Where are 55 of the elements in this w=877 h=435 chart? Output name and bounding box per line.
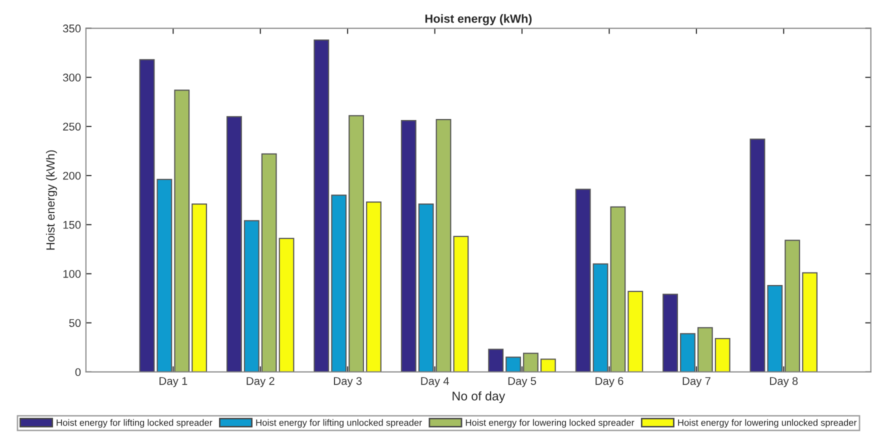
x-axis-title: No of day <box>452 391 506 403</box>
x-tick-label: Day 8 <box>770 377 798 388</box>
bar <box>767 284 783 372</box>
y-axis-title: Hoist energy (kWh) <box>46 150 57 250</box>
x-tick-label: Day 1 <box>160 377 188 388</box>
bar <box>453 236 469 372</box>
bar <box>174 90 190 372</box>
legend-label: Hoist energy for lowering unlocked spreader <box>678 419 857 428</box>
bar <box>610 206 626 372</box>
bar <box>366 202 382 372</box>
bar <box>750 138 766 372</box>
x-tick-label: Day 7 <box>682 377 710 388</box>
bar <box>540 358 556 372</box>
legend-label: Hoist energy for lifting locked spreader <box>56 419 212 428</box>
y-tick-label: 200 <box>63 172 81 180</box>
bar <box>314 40 330 372</box>
bar <box>714 338 730 372</box>
bar <box>139 59 155 372</box>
x-tick-label: Day 2 <box>246 377 274 388</box>
bar <box>226 116 242 372</box>
bar <box>436 119 452 372</box>
bar <box>697 327 713 372</box>
legend-label: Hoist energy for lowering locked spreader <box>466 419 634 428</box>
bar <box>488 348 504 372</box>
x-tick-label: Day 6 <box>596 377 624 388</box>
y-tick-label: 100 <box>63 270 81 278</box>
bar <box>278 238 294 372</box>
bar <box>348 115 364 372</box>
bar <box>523 352 538 372</box>
bar <box>628 290 644 372</box>
bar <box>261 153 277 372</box>
x-tick-label: Day 5 <box>508 377 536 388</box>
x-tick-label: Day 3 <box>334 377 362 388</box>
y-tick-label: 350 <box>62 24 81 32</box>
bar <box>192 203 208 372</box>
bar <box>802 272 818 372</box>
bar <box>506 356 521 372</box>
bar <box>331 194 347 372</box>
legend-label: Hoist energy for lifting unlocked spreader <box>256 419 422 428</box>
bar <box>418 203 434 372</box>
x-tick-label: Day 4 <box>421 377 449 388</box>
bar <box>244 220 260 372</box>
chart-title: Hoist energy (kWh) <box>425 14 532 26</box>
bar <box>400 120 416 372</box>
y-tick-label: 0 <box>75 368 81 376</box>
bar <box>680 333 696 372</box>
bar <box>592 263 608 372</box>
y-tick-label: 300 <box>62 74 81 82</box>
bar <box>662 294 678 372</box>
y-tick-label: 250 <box>63 122 81 131</box>
y-tick-label: 150 <box>63 220 81 229</box>
bar <box>784 240 800 372</box>
y-tick-label: 50 <box>69 319 81 327</box>
bar <box>156 178 172 372</box>
bar <box>575 188 591 372</box>
